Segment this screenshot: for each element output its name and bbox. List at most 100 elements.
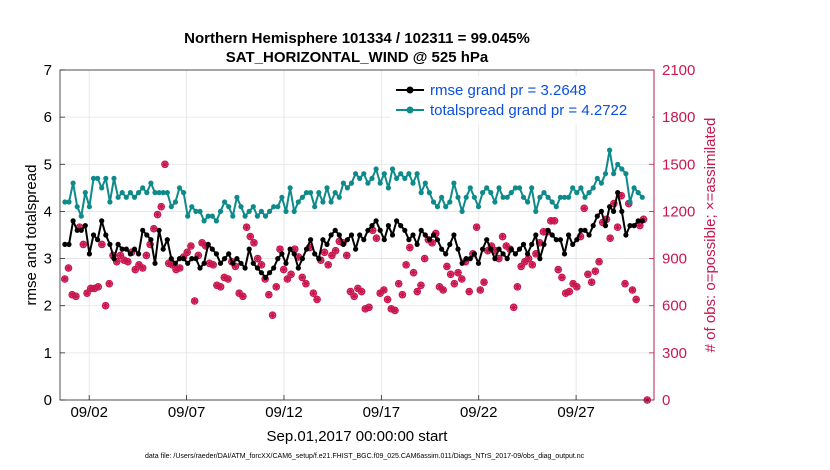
rmse-point — [414, 241, 420, 247]
totalspread-point — [328, 199, 334, 205]
obs-assimilated-marker — [628, 286, 637, 294]
obs-assimilated-marker — [476, 286, 484, 294]
obs-point — [406, 243, 414, 252]
obs-assimilated-marker — [569, 280, 577, 288]
totalspread-point — [590, 185, 596, 191]
obs-point — [83, 289, 91, 297]
totalspread-point — [271, 204, 277, 210]
rmse-point — [144, 232, 150, 238]
obs-point — [528, 261, 537, 269]
rmse-point — [258, 270, 264, 276]
totalspread-point — [418, 190, 424, 196]
rmse-point — [553, 237, 559, 243]
rmse-point — [156, 227, 162, 233]
rmse-point — [484, 237, 490, 243]
rmse-point — [357, 232, 363, 238]
obs-point — [357, 287, 366, 296]
obs-assimilated-marker — [116, 251, 125, 260]
obs-assimilated-marker — [395, 280, 403, 288]
obs-point — [380, 286, 388, 294]
rmse-point — [631, 223, 637, 229]
totalspread-point — [553, 204, 559, 210]
obs-point — [331, 246, 340, 255]
rmse-point — [127, 251, 133, 257]
obs-assimilated-marker — [413, 287, 421, 296]
totalspread-point — [62, 199, 68, 205]
obs-assimilated-marker — [613, 223, 622, 231]
rmse-point — [303, 246, 310, 252]
obs-assimilated-marker — [599, 218, 607, 227]
obs-assimilated-marker — [361, 305, 369, 313]
rmse-point — [627, 223, 633, 229]
totalspread-point — [131, 194, 138, 200]
rmse-point — [459, 260, 465, 266]
x-tick-label: 09/27 — [557, 404, 595, 421]
totalspread-point — [82, 190, 88, 196]
x-tick-label: 09/07 — [168, 404, 206, 421]
obs-point — [116, 251, 125, 260]
rmse-point — [525, 251, 531, 257]
obs-assimilated-marker — [584, 270, 592, 278]
totalspread-point — [156, 190, 162, 196]
totalspread-point — [357, 175, 363, 181]
obs-assimilated-marker — [280, 265, 288, 274]
totalspread-point — [320, 199, 326, 205]
obs-point — [428, 239, 436, 247]
totalspread-point — [234, 194, 240, 200]
rmse-point — [475, 260, 482, 266]
axis-ticks: 09/02 09/07 09/12 09/17 09/22 09/27 0 1 2 3 4 5 6 7 0 3… — [44, 62, 696, 421]
obs-assimilated-marker — [131, 265, 139, 274]
totalspread-point — [295, 199, 301, 205]
obs-assimilated-marker — [287, 270, 295, 278]
totalspread-point — [406, 171, 412, 177]
rmse-point — [500, 251, 506, 257]
totalspread-point — [447, 199, 453, 205]
rmse-point — [238, 260, 244, 266]
totalspread-point — [136, 190, 142, 196]
rmse-point — [115, 241, 121, 247]
obs-assimilated-marker — [343, 251, 351, 260]
obs-point — [591, 267, 600, 275]
obs-assimilated-marker — [257, 261, 266, 269]
rmse-point — [148, 237, 154, 243]
obs-assimilated-marker — [383, 295, 392, 304]
totalspread-point — [516, 185, 523, 191]
rmse-point — [119, 246, 125, 252]
obs-assimilated-marker — [435, 283, 444, 291]
totalspread-point — [254, 213, 260, 219]
rmse-point — [271, 265, 277, 271]
totalspread-point — [455, 194, 461, 200]
obs-assimilated-marker — [105, 280, 113, 288]
rmse-point — [131, 246, 138, 252]
totalspread-point — [222, 199, 228, 205]
totalspread-point — [402, 175, 408, 181]
rmse-point — [545, 227, 551, 233]
obs-assimilated-marker — [524, 254, 533, 263]
totalspread-point — [316, 190, 322, 196]
totalspread-point — [389, 166, 396, 172]
obs-assimilated-marker — [580, 204, 588, 212]
obs-assimilated-marker — [562, 289, 570, 297]
obs-point — [183, 248, 192, 257]
totalspread-point — [385, 185, 391, 191]
obs-assimilated-marker — [606, 234, 614, 242]
totalspread-point — [635, 190, 641, 196]
obs-assimilated-marker — [294, 253, 303, 261]
totalspread-point — [262, 213, 269, 219]
obs-assimilated-marker — [447, 270, 455, 278]
rmse-point — [217, 260, 224, 266]
obs-assimilated-marker — [306, 243, 314, 252]
x-tick-label: 09/02 — [70, 404, 108, 421]
totalspread-series — [62, 147, 645, 224]
obs-assimilated-marker — [550, 217, 559, 225]
obs-assimilated-marker — [432, 229, 440, 238]
rmse-point — [295, 265, 301, 271]
rmse-point — [402, 227, 408, 233]
obs-point — [138, 264, 147, 272]
y-left-tick-label: 5 — [44, 156, 52, 173]
totalspread-point — [144, 190, 150, 196]
rmse-point — [275, 256, 281, 262]
totalspread-point — [467, 185, 473, 191]
legend-spread-marker — [406, 106, 414, 114]
rmse-point — [287, 246, 293, 252]
